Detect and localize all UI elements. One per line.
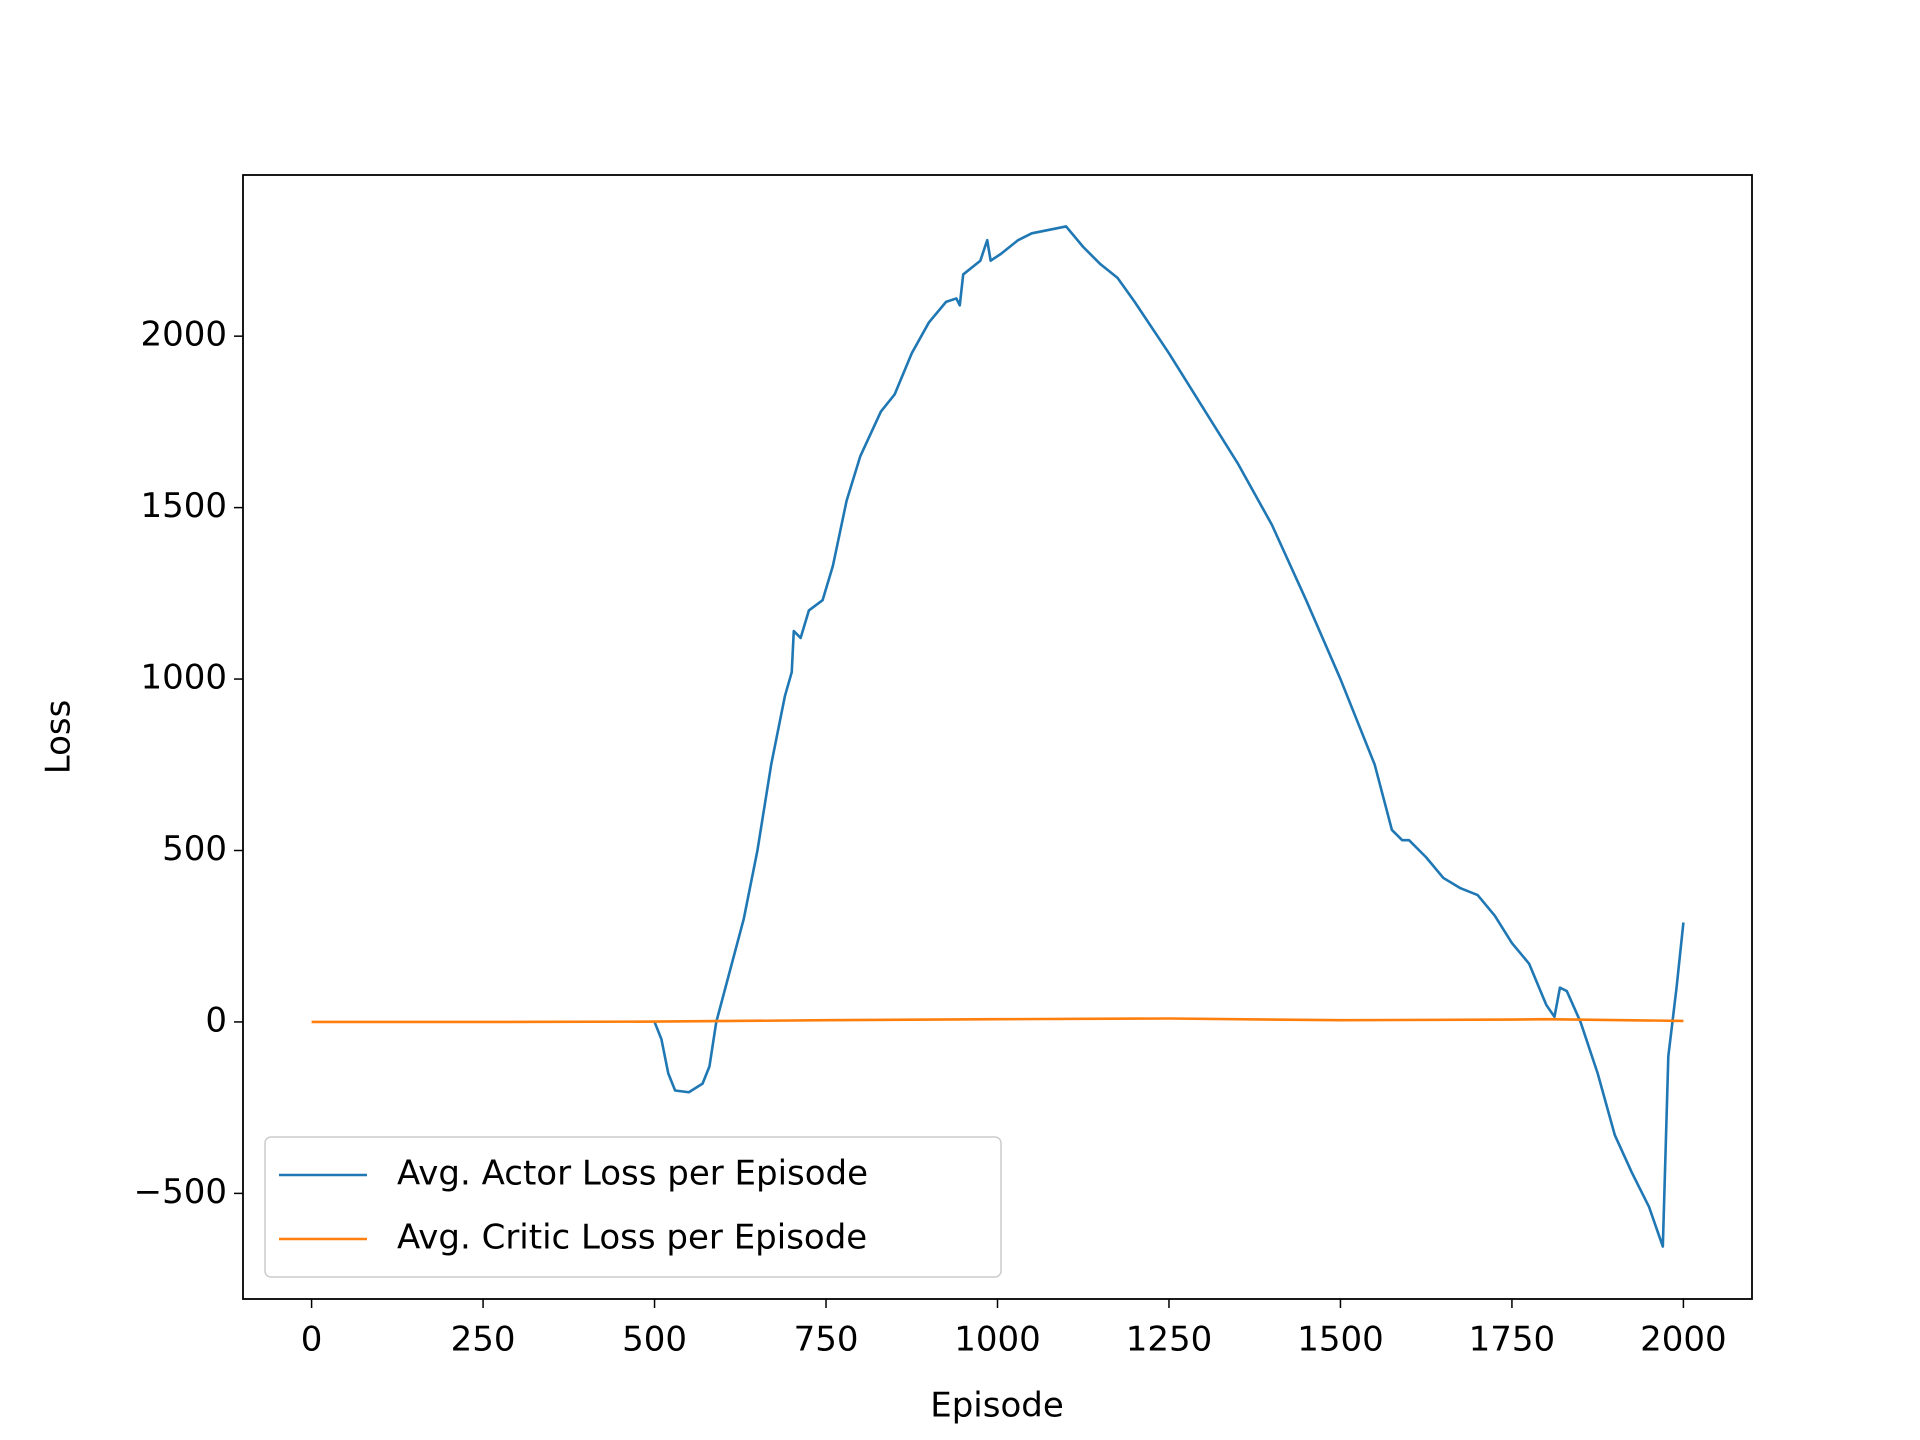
y-tick-label: 500 bbox=[162, 829, 227, 869]
x-tick-label: 750 bbox=[794, 1320, 859, 1360]
x-tick-label: 1500 bbox=[1297, 1320, 1384, 1360]
legend-label: Avg. Critic Loss per Episode bbox=[397, 1218, 867, 1258]
y-tick-label: −500 bbox=[134, 1172, 227, 1212]
x-tick-label: 250 bbox=[451, 1320, 516, 1360]
legend-box bbox=[264, 1136, 1002, 1278]
x-tick-label: 1250 bbox=[1126, 1320, 1213, 1360]
y-tick-label: 0 bbox=[205, 1000, 227, 1040]
x-tick-label: 0 bbox=[301, 1320, 323, 1360]
x-tick-label: 1750 bbox=[1469, 1320, 1556, 1360]
x-tick-label: 1000 bbox=[954, 1320, 1041, 1360]
y-tick-label: 2000 bbox=[140, 315, 227, 355]
legend-label: Avg. Actor Loss per Episode bbox=[397, 1154, 868, 1194]
line bbox=[653, 225, 1685, 1248]
y-axis-label: Loss bbox=[39, 700, 79, 775]
line bbox=[311, 1017, 1684, 1024]
y-tick-label: 1500 bbox=[140, 486, 227, 526]
x-tick-label: 2000 bbox=[1640, 1320, 1727, 1360]
plot-frame bbox=[242, 174, 1753, 1300]
y-tick-label: 1000 bbox=[140, 658, 227, 698]
x-tick-label: 500 bbox=[622, 1320, 687, 1360]
x-axis-label: Episode bbox=[930, 1386, 1064, 1426]
